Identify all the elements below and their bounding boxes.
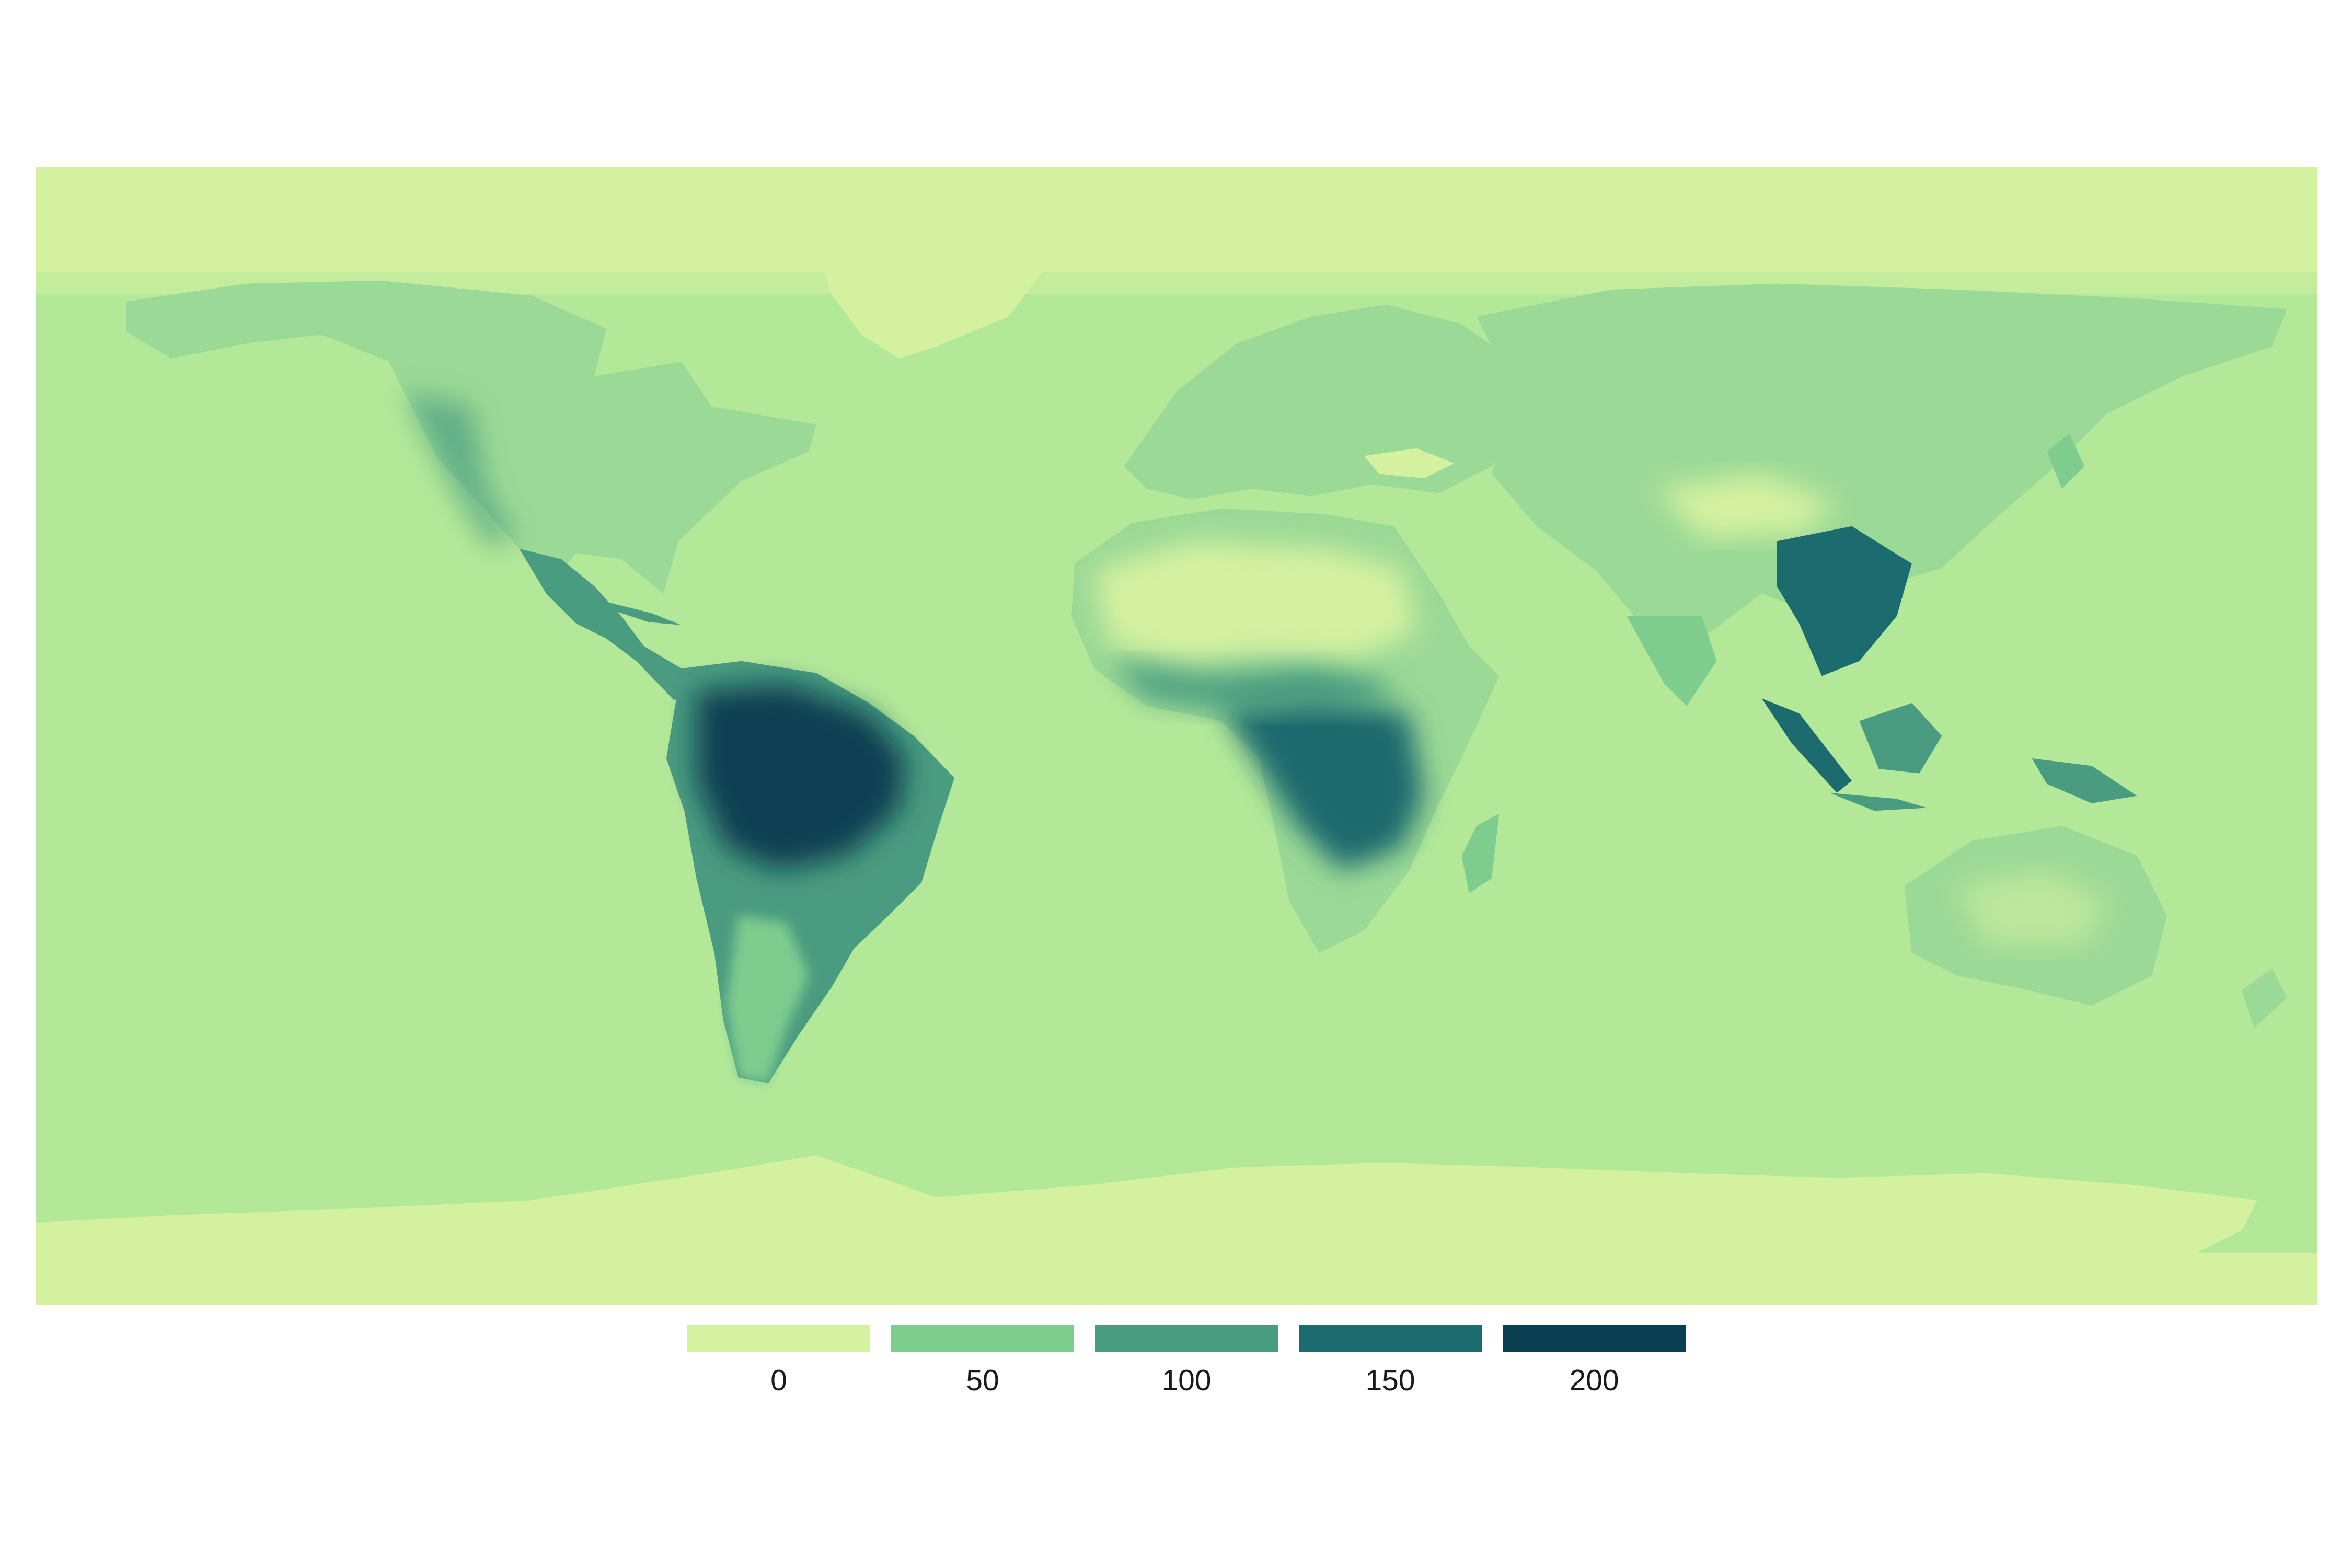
map-panel <box>36 167 2317 1305</box>
new-zealand <box>2242 968 2287 1028</box>
legend-swatch-200 <box>1503 1325 1686 1352</box>
arctic-band <box>36 167 2317 272</box>
legend-label-0: 0 <box>770 1364 787 1397</box>
madagascar <box>1461 814 1500 893</box>
patagonia <box>726 915 809 1083</box>
antarctica <box>36 1155 2317 1305</box>
borneo <box>1859 702 1942 774</box>
legend-swatch-50 <box>891 1325 1074 1352</box>
tibet <box>1656 474 1837 538</box>
cuba <box>603 601 682 625</box>
legend-label-200: 200 <box>1569 1364 1619 1397</box>
legend-swatch-0 <box>687 1325 870 1352</box>
legend: 0 50 100 150 200 <box>687 1325 1686 1398</box>
legend-swatch-100 <box>1095 1325 1278 1352</box>
legend-swatch-150 <box>1299 1325 1482 1352</box>
world-map <box>36 167 2317 1305</box>
new-guinea <box>2032 758 2137 803</box>
legend-label-100: 100 <box>1161 1364 1212 1397</box>
sumatra <box>1761 698 1852 793</box>
asia <box>1477 283 2287 669</box>
legend-label-50: 50 <box>966 1364 999 1397</box>
central-america <box>519 548 697 700</box>
na-rockies <box>403 391 516 545</box>
japan <box>2047 433 2084 489</box>
java <box>1829 792 1927 811</box>
southeast-asia <box>1777 526 1912 676</box>
sahara <box>1094 541 1417 661</box>
central-africa <box>1221 691 1424 871</box>
amazon-core <box>696 683 907 871</box>
legend-label-150: 150 <box>1365 1364 1415 1397</box>
india <box>1627 616 1717 706</box>
greenland <box>816 238 1057 359</box>
black-sea <box>1364 448 1455 479</box>
sahel-belt <box>1109 661 1394 714</box>
australia-interior <box>1956 870 2107 946</box>
